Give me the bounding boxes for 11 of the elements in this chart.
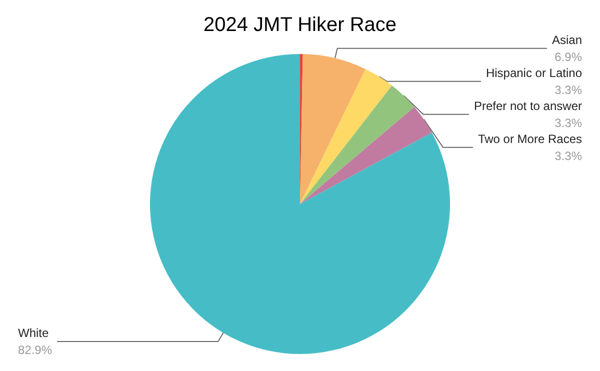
slice-label: Prefer not to answer [474, 98, 582, 113]
data-label: 82.9% [18, 342, 52, 357]
data-label: 3.3% [554, 116, 582, 130]
chart-title: 2024 JMT Hiker Race [203, 14, 397, 36]
data-label: 3.3% [554, 82, 582, 97]
data-label: 3.3% [554, 148, 582, 163]
slice-label: Hispanic or Latino [486, 66, 582, 80]
slice-label: Asian [552, 32, 582, 47]
data-label: 6.9% [554, 50, 582, 64]
slice-label: Two or More Races [478, 132, 582, 146]
slice-label: White [18, 326, 49, 340]
